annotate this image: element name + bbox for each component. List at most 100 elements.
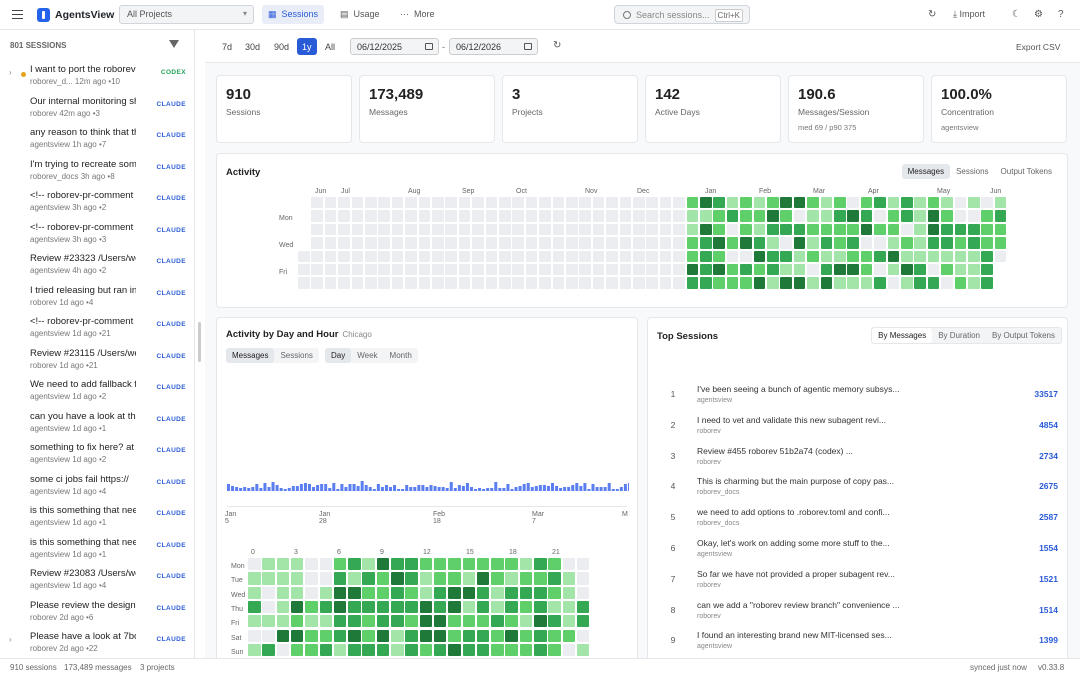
list-item[interactable]: <!-- roborev-pr-comment agentsview 3h ago… <box>0 217 194 248</box>
heatmap-cell <box>686 277 699 289</box>
list-item[interactable]: is this something that needs agentsview 1… <box>0 500 194 531</box>
list-item[interactable]: Please review the design roborev 2d ago •… <box>0 595 194 626</box>
menu-icon[interactable] <box>12 10 23 19</box>
table-row[interactable]: 9 I found an interesting brand new MIT-li… <box>648 624 1068 655</box>
tab-by-output-tokens[interactable]: By Output Tokens <box>992 331 1055 340</box>
list-item[interactable]: Review #23083 /Users/wes agentsview 1d ag… <box>0 563 194 594</box>
heatmap-cell <box>927 223 940 236</box>
heatmap-cell <box>901 223 913 236</box>
tab-usage[interactable]: ▤ Usage <box>334 5 386 24</box>
status-projects: 3 projects <box>140 663 175 672</box>
day-bar <box>324 484 328 491</box>
day-bar <box>239 488 243 491</box>
table-row[interactable]: 6 Okay, let's work on adding some more st… <box>648 532 1068 563</box>
heatmap-cell <box>333 629 347 642</box>
list-item[interactable]: is this something that needs agentsview 1… <box>0 532 194 563</box>
shortcut-hint: Ctrl+K <box>714 9 743 22</box>
gear-icon[interactable]: ⚙ <box>1034 9 1043 20</box>
import-button[interactable]: ⤓ Import <box>953 9 986 19</box>
list-item[interactable]: I tried releasing but ran into roborev 1d… <box>0 280 194 311</box>
tab-by-messages[interactable]: By Messages <box>872 328 933 343</box>
list-item[interactable]: something to fix here? at agentsview 1d a… <box>0 437 194 468</box>
tab-sessions[interactable]: Sessions <box>280 351 313 360</box>
tab-sessions[interactable]: Sessions <box>956 167 989 176</box>
tab-month[interactable]: Month <box>389 351 412 360</box>
date-to-input[interactable]: 06/12/2026 <box>449 38 538 55</box>
heatmap-cell <box>579 223 591 236</box>
list-item[interactable]: any reason to think that this agentsview … <box>0 122 194 153</box>
chevron-right-icon[interactable]: › <box>9 635 12 644</box>
heatmap-cell <box>319 629 332 642</box>
tab-output-tokens[interactable]: Output Tokens <box>1000 167 1052 176</box>
export-csv-button[interactable]: Export CSV <box>1016 42 1061 52</box>
table-row[interactable]: 5 we need to add options to .roborev.toml… <box>648 501 1068 532</box>
heatmap-cell <box>391 210 404 222</box>
list-item[interactable]: <!-- roborev-pr-comment agentsview 1d ago… <box>0 311 194 342</box>
range-7d[interactable]: 7d <box>222 42 233 52</box>
heatmap-cell <box>311 223 323 236</box>
heatmap-cell <box>548 586 561 599</box>
day-bar <box>619 487 623 491</box>
list-item[interactable]: I'm trying to recreate some roborev_docs … <box>0 154 194 185</box>
month-label: Apr <box>868 188 879 195</box>
heatmap-cell <box>505 586 518 599</box>
heatmap-cell <box>659 277 672 289</box>
list-item[interactable]: We need to add fallback for agentsview 1d… <box>0 374 194 405</box>
heatmap-cell <box>458 237 471 249</box>
table-row[interactable]: 7 So far we have not provided a proper su… <box>648 563 1068 594</box>
heatmap-cell <box>592 197 605 209</box>
session-title: any reason to think that this <box>30 127 136 138</box>
day-bar <box>376 484 380 491</box>
range-30d[interactable]: 30d <box>245 42 261 52</box>
help-icon[interactable]: ? <box>1058 9 1064 20</box>
range-90d[interactable]: 90d <box>274 42 290 52</box>
resize-handle[interactable] <box>198 322 201 362</box>
list-item[interactable]: some ci jobs fail https://agentsview 1d … <box>0 469 194 500</box>
tab-messages[interactable]: Messages <box>226 348 275 363</box>
heatmap-cell <box>753 237 766 249</box>
refresh-icon[interactable]: ↻ <box>553 40 562 51</box>
heatmap-cell <box>834 223 846 236</box>
list-item[interactable]: can you have a look at this agentsview 1d… <box>0 406 194 437</box>
list-item[interactable]: › Please have a look at 7bc9 roborev 2d ag… <box>0 626 194 657</box>
list-item[interactable]: Review #23115 /Users/wes roborev 1d ago •… <box>0 343 194 374</box>
heatmap-cell <box>968 210 980 222</box>
heatmap-cell <box>576 629 590 642</box>
tab-messages[interactable]: Messages <box>901 164 951 179</box>
heatmap-cell <box>324 250 337 262</box>
heatmap-cell <box>673 223 685 236</box>
stat-value: 173,489 <box>369 86 424 103</box>
list-item[interactable]: <!-- roborev-pr-comment agentsview 3h ago… <box>0 185 194 216</box>
session-meta: agentsview 1d ago •1 <box>30 549 107 559</box>
rank: 2 <box>670 419 676 430</box>
filter-icon[interactable] <box>169 40 179 48</box>
theme-toggle-icon[interactable]: ☾ <box>1012 9 1021 20</box>
table-row[interactable]: 8 can we add a "roborev review branch" co… <box>648 594 1068 625</box>
refresh-icon[interactable]: ↻ <box>928 9 937 20</box>
table-row[interactable]: 2 I need to vet and validate this new sub… <box>648 409 1068 440</box>
day-bar <box>251 487 255 491</box>
list-item[interactable]: Our internal monitoring showsroborev 42m… <box>0 91 194 122</box>
tab-by-duration[interactable]: By Duration <box>938 331 980 340</box>
search-input[interactable]: Search sessions... Ctrl+K <box>614 5 750 24</box>
heatmap-cell <box>534 615 547 628</box>
table-row[interactable]: 4 This is charming but the main purpose o… <box>648 470 1068 501</box>
table-row[interactable]: 1 I've been seeing a bunch of agentic mem… <box>648 378 1068 409</box>
project-selector[interactable]: All Projects ▾ <box>119 5 254 24</box>
range-1y[interactable]: 1y <box>297 38 317 55</box>
heatmap-cell <box>391 277 404 289</box>
chevron-right-icon[interactable]: › <box>9 68 12 77</box>
tab-more[interactable]: ··· More <box>394 5 441 24</box>
heatmap-cell <box>311 237 323 249</box>
tab-sessions[interactable]: ▦ Sessions <box>262 5 325 24</box>
session-title: I want to port the roborev to lit <box>30 64 136 75</box>
range-all[interactable]: All <box>325 42 336 52</box>
heatmap-cell <box>887 197 900 209</box>
table-row[interactable]: 3 Review #455 roborev 51b2a74 (codex) ...… <box>648 440 1068 471</box>
list-item[interactable]: Review #23323 /Users/wes agentsview 4h ag… <box>0 248 194 279</box>
tab-week[interactable]: Week <box>357 351 378 360</box>
list-item[interactable]: › I want to port the roborev to lit robore… <box>0 59 194 90</box>
tab-day[interactable]: Day <box>325 348 352 363</box>
heatmap-cell <box>472 210 484 222</box>
date-from-input[interactable]: 06/12/2025 <box>350 38 439 55</box>
